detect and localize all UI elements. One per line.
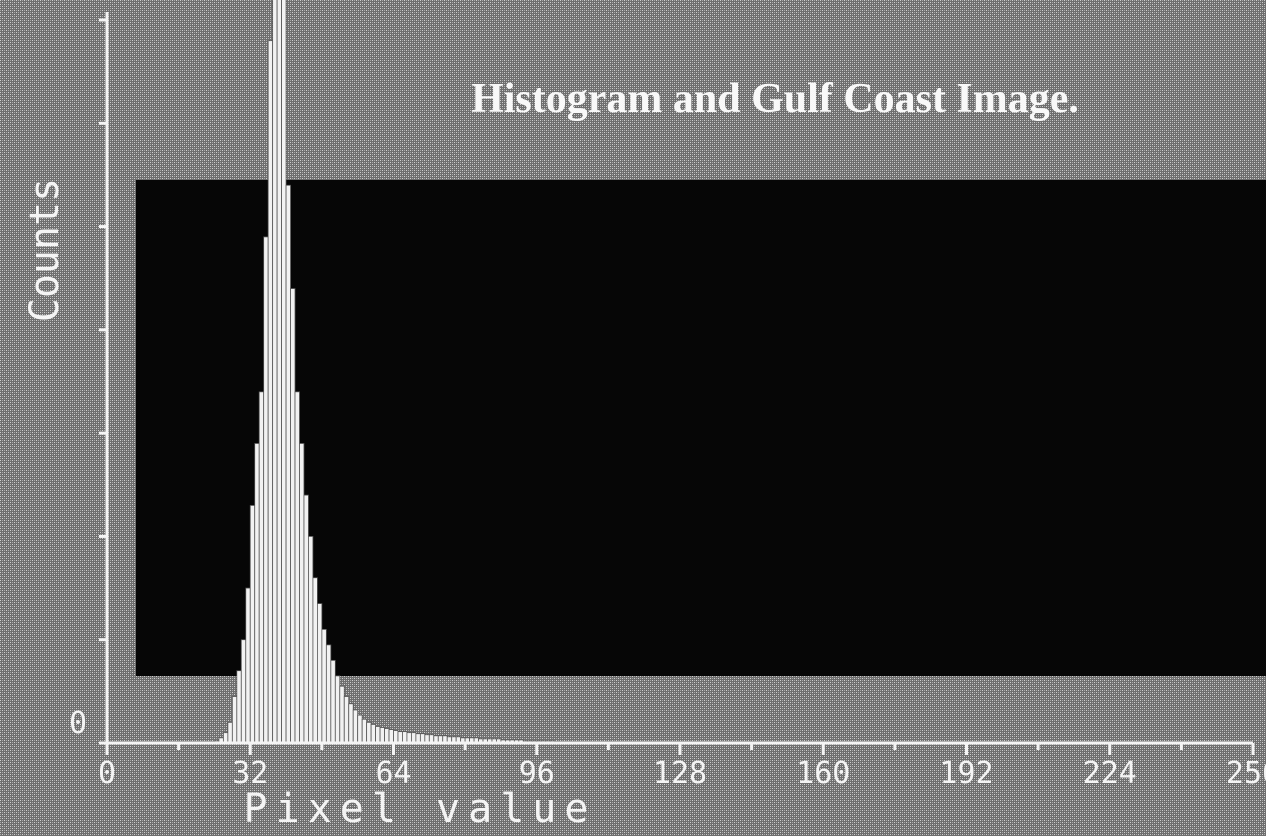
histogram-bar bbox=[394, 731, 398, 743]
x-tick-label: 96 bbox=[519, 756, 555, 791]
histogram-bar bbox=[259, 392, 263, 743]
histogram-bar bbox=[286, 185, 290, 743]
histogram-bar bbox=[295, 392, 299, 743]
x-tick-label: 256 bbox=[1226, 756, 1266, 791]
x-tick-label: 64 bbox=[375, 756, 411, 791]
histogram-bar bbox=[340, 686, 344, 743]
x-tick-label: 128 bbox=[653, 756, 707, 791]
histogram-bar bbox=[304, 495, 308, 743]
histogram-bar bbox=[402, 732, 406, 743]
histogram-bar bbox=[246, 588, 250, 743]
histogram-bar bbox=[389, 730, 393, 743]
histogram-bar bbox=[349, 704, 353, 743]
x-axis-label: Pixel value bbox=[244, 786, 597, 832]
histogram-bar bbox=[398, 732, 402, 743]
histogram-bar bbox=[385, 729, 389, 743]
x-tick-label: 224 bbox=[1083, 756, 1137, 791]
histogram-bar bbox=[317, 604, 321, 743]
histogram-bar bbox=[299, 443, 303, 743]
histogram-bar bbox=[322, 629, 326, 743]
histogram-bar bbox=[250, 505, 254, 743]
histogram-bar bbox=[331, 660, 335, 743]
histogram-bar bbox=[376, 726, 380, 743]
histogram-bar bbox=[268, 41, 272, 743]
histogram-bar bbox=[237, 671, 241, 743]
y-axis-label: Counts bbox=[22, 178, 68, 323]
histogram-bar bbox=[380, 728, 384, 743]
histogram-bar bbox=[326, 645, 330, 743]
histogram-bar bbox=[232, 697, 236, 743]
x-tick-label: 32 bbox=[232, 756, 268, 791]
histogram-bar bbox=[277, 0, 281, 743]
histogram-bar bbox=[282, 0, 286, 743]
histogram-bar bbox=[358, 715, 362, 743]
histogram-bar bbox=[313, 578, 317, 743]
histogram-bar bbox=[308, 536, 312, 743]
page: Histogram and Gulf Coast Image. Counts P… bbox=[0, 0, 1266, 836]
histogram-bar bbox=[228, 722, 232, 743]
histogram-bar bbox=[353, 710, 357, 743]
histogram-bar bbox=[273, 0, 277, 743]
histogram-bar bbox=[335, 676, 339, 743]
histogram-bar bbox=[362, 719, 366, 743]
y-tick-label: 0 bbox=[69, 706, 87, 741]
x-tick-label: 160 bbox=[796, 756, 850, 791]
chart-title: Histogram and Gulf Coast Image. bbox=[471, 76, 1079, 122]
histogram-bar bbox=[291, 289, 295, 743]
chart: Histogram and Gulf Coast Image. Counts P… bbox=[0, 0, 1266, 836]
histogram-bar bbox=[411, 733, 415, 743]
histogram-bar bbox=[223, 733, 227, 743]
histogram-bar bbox=[407, 733, 411, 743]
x-tick-label: 192 bbox=[939, 756, 993, 791]
x-tick-label: 0 bbox=[98, 756, 116, 791]
histogram-bar bbox=[371, 724, 375, 743]
histogram-bar bbox=[241, 640, 245, 743]
histogram-bar bbox=[264, 237, 268, 743]
histogram-bar bbox=[344, 697, 348, 743]
histogram-bar bbox=[255, 443, 259, 743]
histogram-bar bbox=[367, 722, 371, 743]
